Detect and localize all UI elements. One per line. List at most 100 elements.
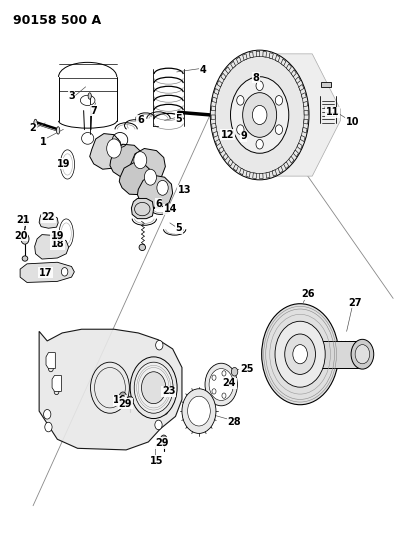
- Text: 13: 13: [178, 185, 191, 196]
- Polygon shape: [252, 173, 256, 179]
- Polygon shape: [39, 329, 181, 450]
- Circle shape: [21, 233, 29, 244]
- Circle shape: [284, 334, 315, 374]
- Text: 14: 14: [164, 204, 177, 214]
- Polygon shape: [301, 93, 305, 99]
- Circle shape: [134, 362, 173, 413]
- Circle shape: [252, 106, 266, 125]
- Circle shape: [354, 345, 369, 364]
- Circle shape: [211, 389, 215, 394]
- Text: 4: 4: [199, 65, 206, 75]
- Polygon shape: [213, 88, 219, 94]
- Circle shape: [155, 341, 162, 350]
- Circle shape: [205, 364, 237, 406]
- Circle shape: [160, 405, 168, 415]
- Polygon shape: [225, 67, 230, 74]
- Text: 19: 19: [51, 231, 64, 241]
- Circle shape: [187, 396, 210, 426]
- Circle shape: [160, 435, 166, 443]
- Polygon shape: [294, 77, 300, 83]
- Text: 26: 26: [301, 289, 314, 299]
- Polygon shape: [292, 150, 298, 157]
- Polygon shape: [283, 162, 288, 168]
- Text: 17: 17: [38, 268, 52, 278]
- Polygon shape: [303, 101, 307, 107]
- Circle shape: [275, 125, 282, 134]
- Circle shape: [292, 345, 307, 364]
- Circle shape: [275, 95, 282, 105]
- Polygon shape: [249, 52, 253, 58]
- Polygon shape: [245, 171, 249, 177]
- Circle shape: [222, 393, 226, 398]
- Text: 6: 6: [155, 199, 162, 209]
- Text: 8: 8: [252, 73, 258, 83]
- Circle shape: [209, 368, 233, 400]
- Polygon shape: [98, 135, 122, 163]
- Polygon shape: [20, 262, 74, 282]
- Polygon shape: [286, 64, 291, 71]
- Polygon shape: [259, 173, 262, 179]
- Text: 9: 9: [239, 131, 246, 141]
- Ellipse shape: [22, 256, 28, 261]
- Text: 29: 29: [155, 438, 168, 448]
- Polygon shape: [119, 163, 153, 195]
- Circle shape: [127, 396, 133, 405]
- Circle shape: [236, 95, 243, 105]
- Text: 2: 2: [30, 123, 36, 133]
- Circle shape: [350, 340, 373, 369]
- Polygon shape: [263, 54, 340, 176]
- Circle shape: [181, 389, 215, 433]
- Polygon shape: [222, 154, 228, 160]
- Polygon shape: [131, 198, 153, 219]
- Polygon shape: [233, 164, 238, 171]
- Circle shape: [61, 268, 68, 276]
- Circle shape: [256, 81, 262, 91]
- Text: 27: 27: [347, 297, 360, 308]
- Polygon shape: [290, 70, 296, 77]
- Circle shape: [242, 93, 276, 138]
- Polygon shape: [302, 127, 306, 133]
- Polygon shape: [236, 57, 241, 63]
- Polygon shape: [269, 53, 273, 59]
- Circle shape: [130, 357, 177, 418]
- Circle shape: [119, 392, 126, 401]
- Polygon shape: [110, 144, 143, 177]
- Circle shape: [144, 169, 156, 185]
- Polygon shape: [265, 172, 269, 178]
- Polygon shape: [303, 119, 307, 124]
- Text: 3: 3: [68, 91, 75, 101]
- Bar: [320, 82, 330, 87]
- Circle shape: [231, 368, 237, 376]
- Text: 7: 7: [90, 106, 97, 116]
- Text: 24: 24: [222, 378, 235, 389]
- Circle shape: [141, 372, 165, 403]
- Polygon shape: [230, 61, 235, 68]
- Text: 90158 500 A: 90158 500 A: [13, 14, 101, 27]
- Text: 19: 19: [57, 159, 70, 169]
- Polygon shape: [46, 353, 55, 368]
- Circle shape: [23, 217, 28, 225]
- Text: 1: 1: [40, 136, 47, 147]
- Circle shape: [261, 304, 338, 405]
- Polygon shape: [129, 149, 165, 182]
- Ellipse shape: [34, 119, 37, 127]
- Polygon shape: [275, 55, 279, 62]
- Text: 16: 16: [113, 395, 126, 406]
- Circle shape: [256, 140, 262, 149]
- Polygon shape: [137, 175, 172, 208]
- Text: 23: 23: [162, 386, 175, 397]
- Polygon shape: [211, 115, 215, 119]
- Text: 20: 20: [14, 231, 28, 241]
- Circle shape: [156, 180, 168, 195]
- Text: 5: 5: [175, 114, 182, 124]
- Polygon shape: [239, 168, 243, 175]
- Text: 12: 12: [220, 130, 233, 140]
- Polygon shape: [211, 123, 215, 128]
- Polygon shape: [256, 51, 259, 56]
- Polygon shape: [227, 159, 232, 166]
- Polygon shape: [288, 156, 293, 163]
- Text: 29: 29: [118, 399, 132, 409]
- Polygon shape: [39, 214, 58, 228]
- Text: 10: 10: [345, 117, 358, 127]
- Circle shape: [43, 409, 51, 419]
